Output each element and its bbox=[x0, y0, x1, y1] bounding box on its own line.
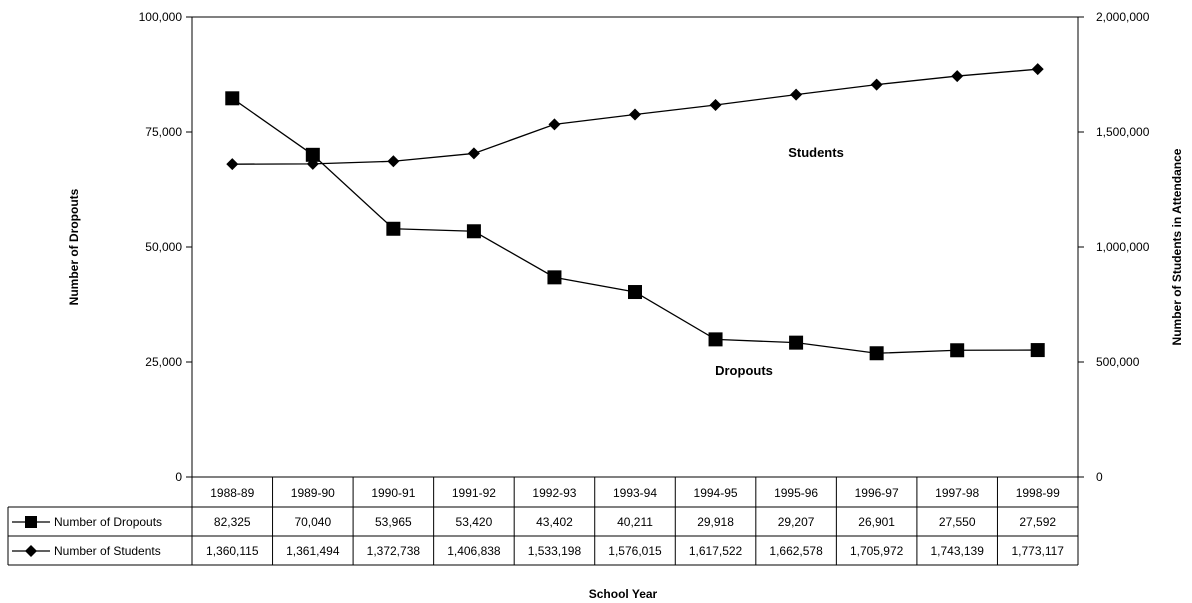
students-cell: 1,743,139 bbox=[930, 544, 984, 558]
y2-tick-label: 2,000,000 bbox=[1096, 10, 1150, 24]
axis-ticks: 0 25,000 50,000 75,000 100,000 0 500,000 1,000,… bbox=[139, 10, 1150, 484]
y2-tick-label: 1,000,000 bbox=[1096, 240, 1150, 254]
y2-tick-label: 500,000 bbox=[1096, 355, 1140, 369]
dropouts-point bbox=[466, 224, 481, 239]
students-point bbox=[870, 78, 883, 91]
category-label: 1996-97 bbox=[855, 486, 899, 500]
students-point bbox=[790, 88, 803, 101]
plot-frame bbox=[191, 16, 1079, 478]
dropouts-cell: 26,901 bbox=[858, 515, 895, 529]
students-cell: 1,662,578 bbox=[769, 544, 823, 558]
students-cell: 1,576,015 bbox=[608, 544, 662, 558]
students-point bbox=[387, 155, 400, 168]
legend-students-icon bbox=[12, 545, 50, 557]
dropouts-line bbox=[231, 97, 1038, 354]
y-tick-label: 50,000 bbox=[145, 240, 182, 254]
students-cell: 1,533,198 bbox=[528, 544, 582, 558]
students-point bbox=[1031, 63, 1044, 76]
dropouts-point bbox=[708, 332, 723, 347]
students-cell: 1,406,838 bbox=[447, 544, 501, 558]
students-point bbox=[709, 98, 722, 111]
dropouts-cell: 29,207 bbox=[778, 515, 815, 529]
dropouts-point bbox=[628, 285, 642, 300]
dropouts-cell: 29,918 bbox=[697, 515, 734, 529]
students-cell: 1,372,738 bbox=[367, 544, 421, 558]
students-cell: 1,773,117 bbox=[1011, 544, 1064, 558]
annotation-dropouts: Dropouts bbox=[715, 363, 773, 378]
y-tick-label: 25,000 bbox=[145, 355, 182, 369]
students-cell: 1,617,522 bbox=[689, 544, 743, 558]
category-label: 1992-93 bbox=[532, 486, 576, 500]
dropouts-point bbox=[547, 270, 562, 285]
data-table-grid bbox=[7, 476, 1079, 566]
dropouts-cell: 53,420 bbox=[456, 515, 493, 529]
category-label: 1988-89 bbox=[210, 486, 254, 500]
category-label: 1998-99 bbox=[1016, 486, 1060, 500]
students-point bbox=[467, 147, 480, 160]
series-markers bbox=[225, 63, 1045, 361]
dropouts-cell: 40,211 bbox=[617, 515, 653, 529]
students-cell: 1,361,494 bbox=[286, 544, 340, 558]
dropouts-point bbox=[386, 221, 401, 236]
y2-tick-label: 1,500,000 bbox=[1096, 125, 1150, 139]
students-point bbox=[629, 108, 641, 121]
category-label: 1990-91 bbox=[371, 486, 415, 500]
y-tick-label: 0 bbox=[175, 470, 182, 484]
dropouts-point bbox=[1030, 343, 1045, 358]
legend-students-label: Number of Students bbox=[54, 544, 161, 558]
dropouts-point bbox=[950, 343, 965, 358]
y-tick-label: 100,000 bbox=[139, 10, 183, 24]
students-point bbox=[306, 157, 319, 170]
annotation-students: Students bbox=[788, 145, 844, 160]
x-axis-title: School Year bbox=[589, 587, 658, 601]
y-tick-label: 75,000 bbox=[145, 125, 182, 139]
students-point bbox=[548, 118, 561, 131]
dropouts-cell: 27,550 bbox=[939, 515, 976, 529]
category-label: 1997-98 bbox=[935, 486, 979, 500]
category-label: 1991-92 bbox=[452, 486, 496, 500]
dropouts-point bbox=[869, 346, 884, 361]
data-table-cells: 1988-89 1989-90 1990-91 1991-92 1992-93 1993-… bbox=[206, 486, 1064, 558]
dropouts-point bbox=[305, 147, 320, 162]
dropouts-point bbox=[225, 91, 240, 106]
dropouts-cell: 27,592 bbox=[1019, 515, 1056, 529]
dropouts-point bbox=[789, 335, 804, 350]
dropouts-cell: 53,965 bbox=[375, 515, 412, 529]
students-cell: 1,705,972 bbox=[850, 544, 904, 558]
category-label: 1994-95 bbox=[694, 486, 738, 500]
y2-tick-label: 0 bbox=[1096, 470, 1103, 484]
y-axis-title: Number of Dropouts bbox=[67, 188, 81, 305]
students-point bbox=[226, 158, 239, 171]
legend-dropouts-icon bbox=[12, 516, 50, 528]
students-cell: 1,360,115 bbox=[206, 544, 259, 558]
category-label: 1995-96 bbox=[774, 486, 818, 500]
dropouts-cell: 70,040 bbox=[294, 515, 331, 529]
dropouts-cell: 43,402 bbox=[536, 515, 573, 529]
y2-axis-title: Number of Students in Attendance bbox=[1170, 148, 1184, 345]
category-label: 1989-90 bbox=[291, 486, 335, 500]
dropouts-cell: 82,325 bbox=[214, 515, 251, 529]
category-label: 1993-94 bbox=[613, 486, 657, 500]
legend-dropouts-label: Number of Dropouts bbox=[54, 515, 162, 529]
students-point bbox=[951, 70, 964, 83]
